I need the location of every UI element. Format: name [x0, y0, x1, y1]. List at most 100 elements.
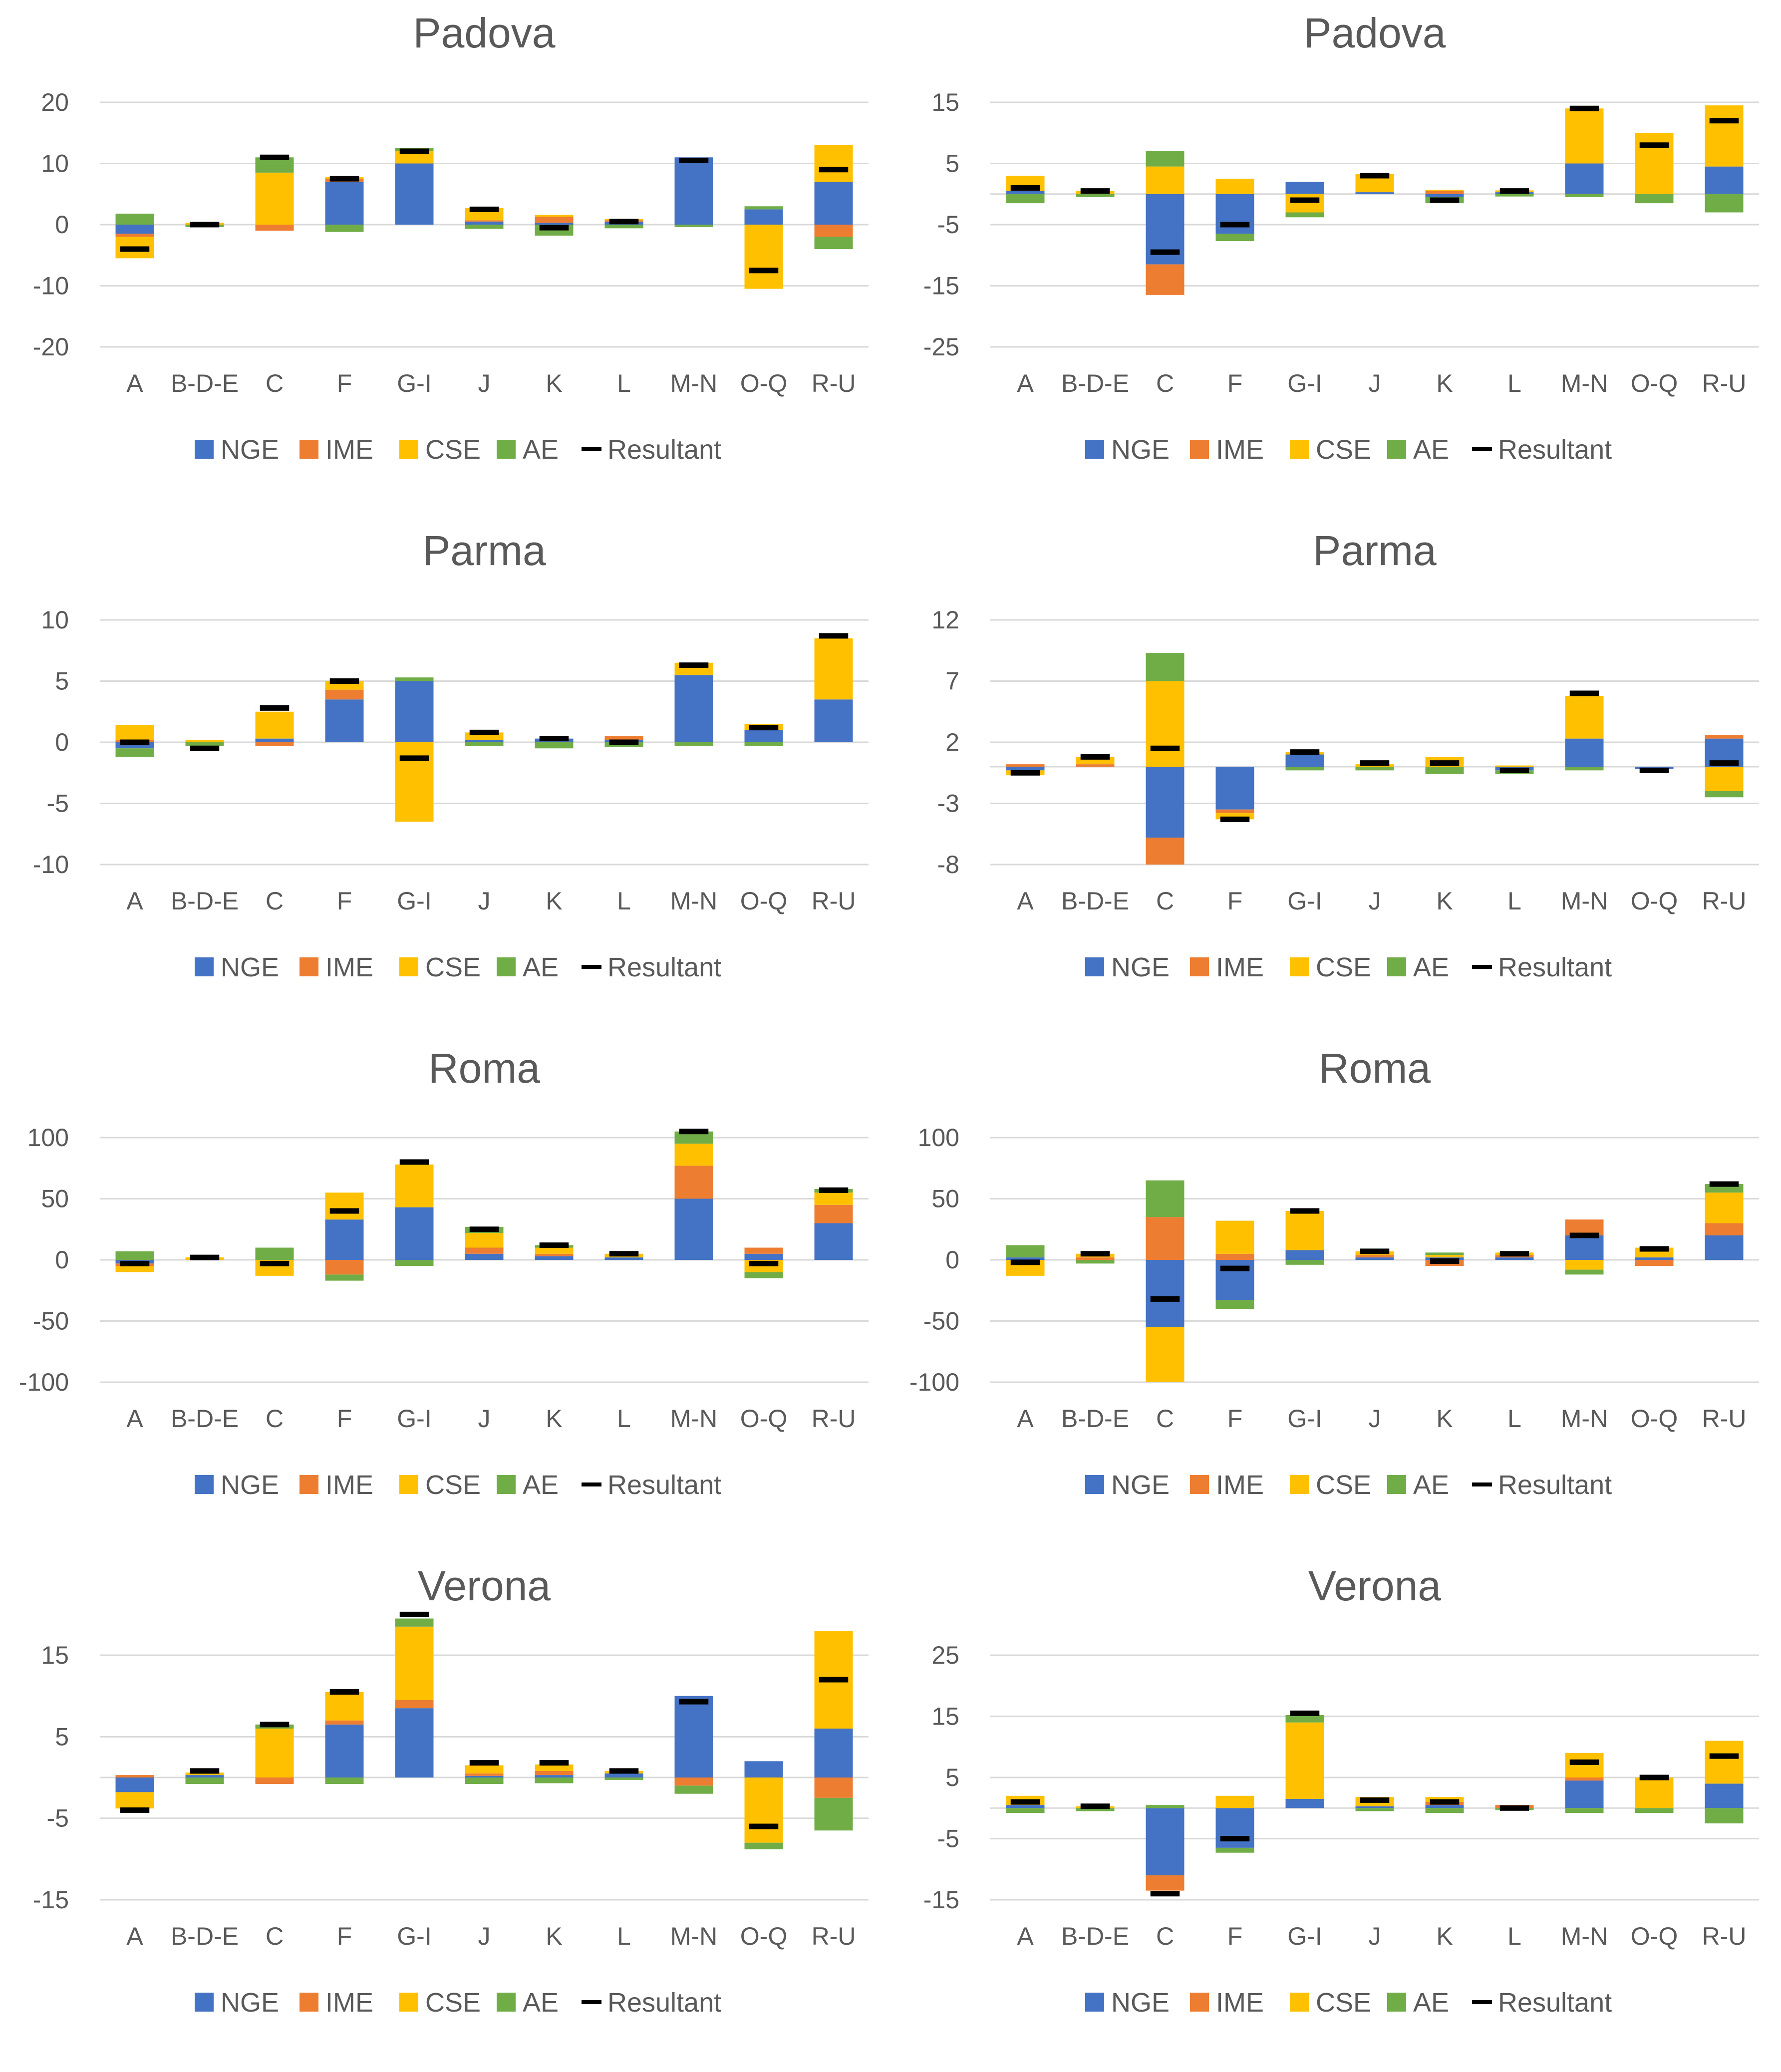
- bar-nge: [535, 1775, 574, 1777]
- chart-title: Verona: [1308, 1562, 1442, 1609]
- bar-ae: [1635, 194, 1674, 204]
- bar-ae: [1705, 194, 1744, 213]
- bar-ae: [535, 742, 574, 749]
- bar-ae: [814, 1797, 853, 1831]
- x-tick-label: M-N: [670, 369, 717, 397]
- bar-cse: [1565, 108, 1604, 164]
- bar-nge: [1285, 182, 1324, 194]
- bar-cse: [255, 172, 294, 225]
- chart-title: Verona: [418, 1562, 551, 1609]
- x-tick-label: R-U: [812, 1405, 856, 1433]
- x-tick-label: A: [1017, 1922, 1034, 1950]
- y-tick-label: 25: [931, 1641, 959, 1669]
- x-tick-label: R-U: [1702, 1922, 1747, 1950]
- bar-ae: [1635, 1808, 1674, 1813]
- legend-label: Resultant: [1498, 1988, 1612, 2018]
- legend-label: CSE: [1316, 435, 1371, 465]
- bar-ime: [1146, 1875, 1185, 1891]
- bar-nge: [325, 182, 364, 225]
- x-tick-label: R-U: [812, 887, 856, 915]
- x-tick-label: L: [1507, 1405, 1521, 1433]
- legend-label: AE: [1413, 1470, 1449, 1500]
- bar-nge: [115, 225, 154, 234]
- legend-swatch-cse: [1290, 440, 1309, 459]
- legend-label: Resultant: [1498, 952, 1612, 982]
- bar-ime: [115, 1775, 154, 1777]
- bar-nge: [744, 730, 783, 742]
- bar-ime: [814, 1777, 853, 1798]
- x-tick-label: M-N: [1561, 1405, 1608, 1433]
- x-tick-label: F: [1227, 1922, 1243, 1950]
- bar-ae: [1215, 1300, 1254, 1309]
- legend-label: CSE: [425, 1470, 481, 1500]
- y-tick-label: -3: [937, 790, 959, 818]
- legend-swatch-ime: [1190, 440, 1209, 459]
- y-tick-label: -5: [47, 790, 69, 818]
- x-tick-label: C: [1156, 369, 1174, 397]
- x-tick-label: L: [617, 1922, 631, 1950]
- bar-cse: [1425, 1255, 1464, 1258]
- x-tick-label: G-I: [1287, 369, 1322, 397]
- chart-panel: Roma 100 50 0 -50 -100 A B-D-E C F G-I J K L M-N O-Q R-U…: [890, 1035, 1781, 1553]
- chart-svg: Parma 10 5 0 -5 -10 A B-D-E C F G-I J K L M-N O-Q R-U NGE…: [33, 527, 869, 982]
- chart-panel: Padova 20 10 0 -10 -20 A B-D-E C F G-I J K L M-N O-Q R-U…: [0, 0, 890, 518]
- x-tick-label: O-Q: [740, 887, 787, 915]
- legend-label: NGE: [221, 952, 279, 982]
- bar-ae: [185, 742, 224, 746]
- bar-cse: [814, 1192, 853, 1205]
- legend-label: Resultant: [1498, 435, 1612, 465]
- bar-cse: [115, 1792, 154, 1809]
- bar-nge: [744, 209, 783, 225]
- chart-panel: Padova 15 5 -5 -15 -25 A B-D-E C F G-I J K L M-N O-Q R-U…: [890, 0, 1781, 518]
- bar-nge: [1006, 1257, 1045, 1260]
- bar-ime: [1705, 735, 1744, 739]
- bar-cse: [115, 1266, 154, 1272]
- bar-ae: [1565, 1808, 1604, 1813]
- legend-swatch-nge: [1085, 1993, 1104, 2012]
- x-tick-label: R-U: [1702, 1405, 1747, 1433]
- bar-nge: [1565, 1780, 1604, 1808]
- x-tick-label: J: [1369, 1405, 1381, 1433]
- bar-nge: [744, 1253, 783, 1260]
- bar-nge: [1355, 192, 1394, 194]
- legend-swatch-ae: [497, 1475, 516, 1494]
- bar-ae: [1215, 234, 1254, 242]
- y-tick-label: -8: [937, 851, 959, 879]
- bar-nge: [1355, 1257, 1394, 1260]
- bar-ae: [1076, 194, 1115, 197]
- x-tick-label: C: [266, 887, 284, 915]
- bar-cse: [1705, 1741, 1744, 1784]
- bar-ime: [535, 1771, 574, 1776]
- x-tick-label: M-N: [670, 1922, 717, 1950]
- x-tick-label: C: [1156, 887, 1174, 915]
- x-tick-label: M-N: [670, 1405, 717, 1433]
- legend-swatch-cse: [399, 440, 418, 459]
- legend-label: Resultant: [607, 1988, 721, 2018]
- bar-ime: [465, 220, 504, 222]
- x-tick-label: J: [1369, 369, 1381, 397]
- legend-swatch-ae: [1387, 440, 1406, 459]
- bar-ae: [1285, 1260, 1324, 1265]
- x-tick-label: G-I: [1287, 1405, 1322, 1433]
- bar-ae: [1285, 212, 1324, 218]
- legend-label: IME: [1216, 435, 1264, 465]
- y-tick-label: -10: [33, 272, 69, 300]
- x-tick-label: G-I: [397, 369, 431, 397]
- bar-ae: [1355, 1808, 1394, 1811]
- bar-cse: [1635, 133, 1674, 194]
- bar-ae: [1006, 1808, 1045, 1813]
- x-tick-label: K: [546, 887, 562, 915]
- x-tick-label: O-Q: [740, 1405, 787, 1433]
- legend-swatch-nge: [195, 1475, 214, 1494]
- bar-cse: [1215, 1795, 1254, 1808]
- bar-ime: [1146, 1217, 1185, 1260]
- bar-nge: [814, 1729, 853, 1777]
- x-tick-label: C: [1156, 1405, 1174, 1433]
- bar-ae: [674, 742, 713, 746]
- chart-svg: Verona 25 15 5 -5 -15 A B-D-E C F G-I J K L M-N O-Q R-U N…: [923, 1562, 1759, 2018]
- chart-panel: Roma 100 50 0 -50 -100 A B-D-E C F G-I J K L M-N O-Q R-U…: [0, 1035, 890, 1553]
- bar-ime: [325, 689, 364, 700]
- x-tick-label: G-I: [1287, 1922, 1322, 1950]
- y-tick-label: 10: [41, 150, 69, 178]
